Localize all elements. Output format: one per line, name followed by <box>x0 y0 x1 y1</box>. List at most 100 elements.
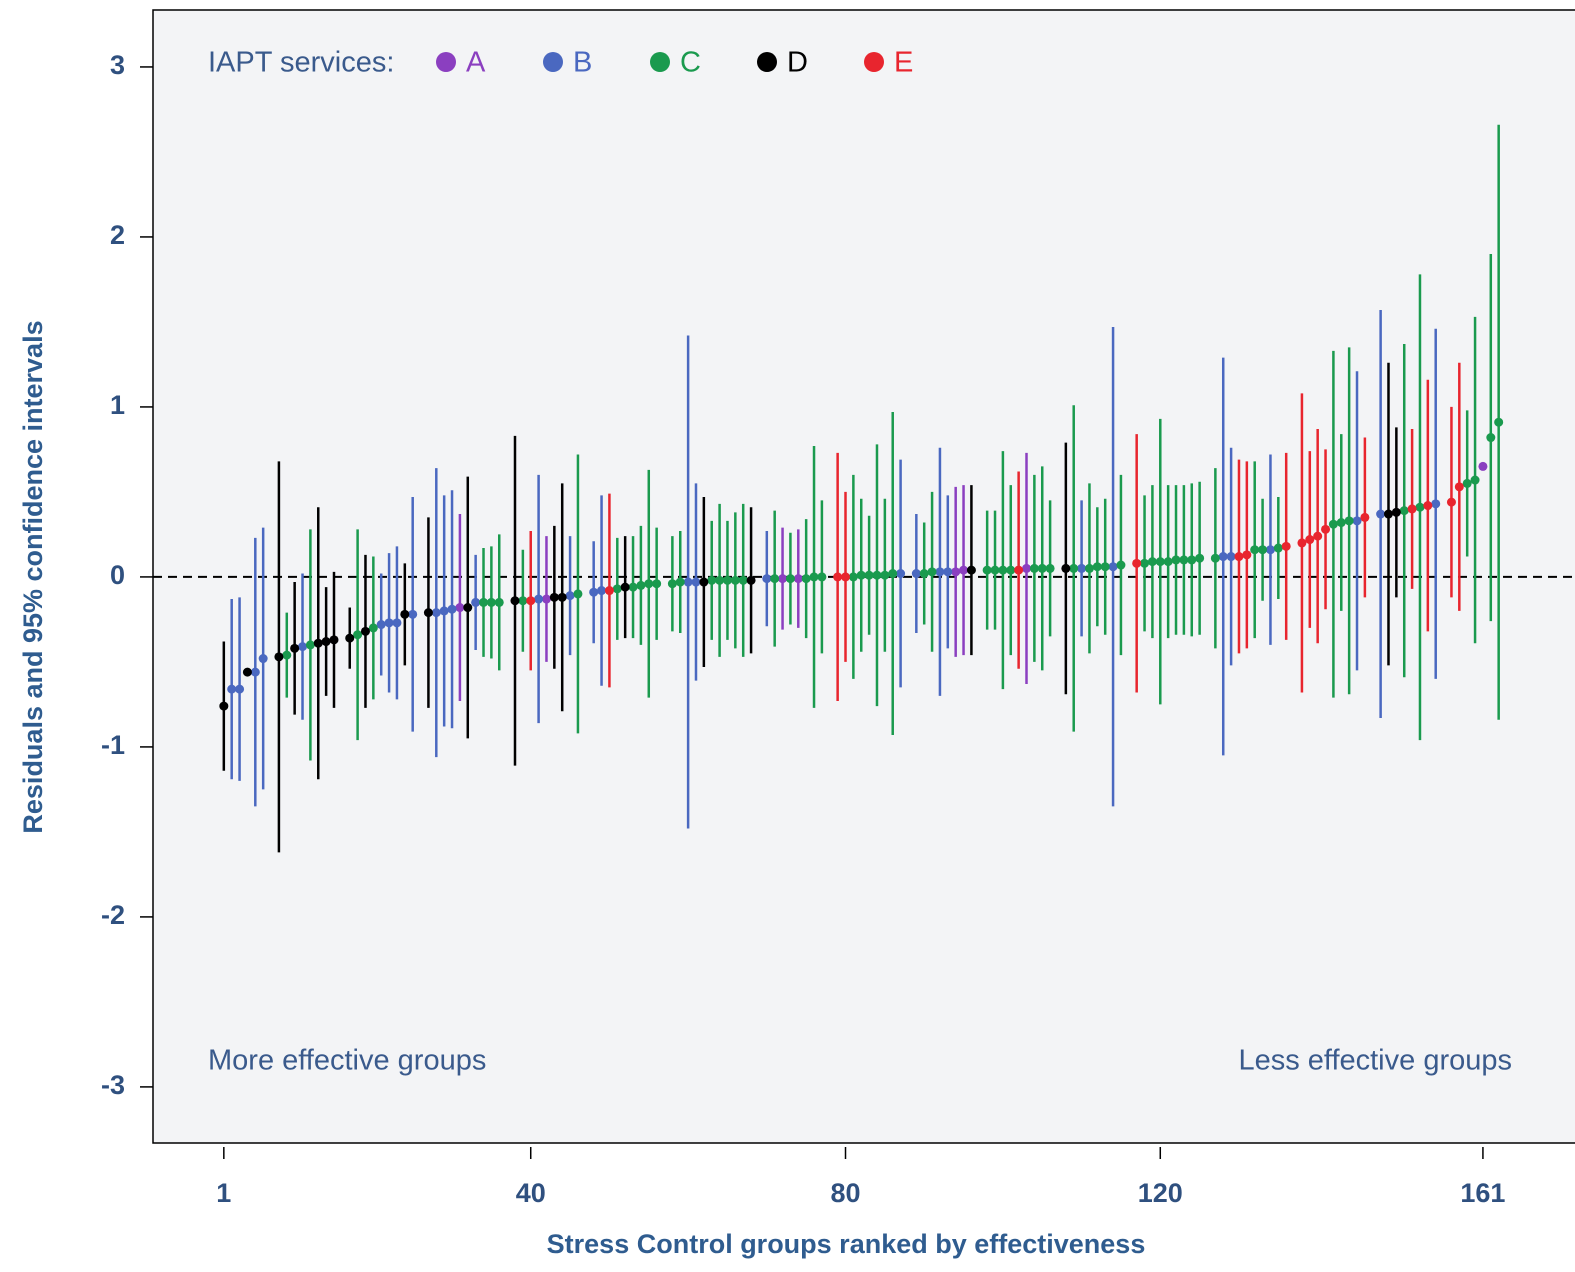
point <box>793 574 803 584</box>
legend-label: C <box>680 47 701 79</box>
point <box>809 572 819 582</box>
legend-marker <box>757 52 777 72</box>
point <box>1454 482 1464 492</box>
point <box>675 577 685 587</box>
point <box>880 570 890 580</box>
point <box>864 570 874 580</box>
point <box>400 609 410 619</box>
point <box>1061 563 1071 573</box>
point <box>1140 558 1150 568</box>
point <box>943 567 953 577</box>
point <box>494 597 504 607</box>
point <box>447 604 457 614</box>
point <box>439 606 449 616</box>
point <box>526 596 536 606</box>
point <box>1462 478 1472 488</box>
y-tick-label: 0 <box>110 560 125 590</box>
x-tick-label: 120 <box>1138 1178 1183 1208</box>
legend-marker <box>436 52 456 72</box>
point <box>801 574 811 584</box>
legend-marker <box>864 52 884 72</box>
point <box>1014 565 1024 575</box>
point <box>1022 563 1032 573</box>
point <box>1116 560 1126 570</box>
point <box>353 630 363 640</box>
point <box>715 575 725 585</box>
point <box>1360 512 1370 522</box>
point <box>227 684 237 694</box>
point <box>1265 545 1275 555</box>
point <box>966 565 976 575</box>
point <box>384 618 394 628</box>
point <box>604 586 614 596</box>
point <box>1155 557 1165 567</box>
legend-marker <box>650 52 670 72</box>
point <box>329 635 339 645</box>
point <box>486 597 496 607</box>
point <box>1132 558 1142 568</box>
point <box>770 574 780 584</box>
point <box>841 572 851 582</box>
point <box>1147 557 1157 567</box>
point <box>408 609 418 619</box>
x-tick-label: 161 <box>1460 1178 1505 1208</box>
x-tick-label: 1 <box>216 1178 231 1208</box>
point <box>833 572 843 582</box>
point <box>1037 563 1047 573</box>
point <box>1092 562 1102 572</box>
point <box>290 643 300 653</box>
point <box>1415 502 1425 512</box>
point <box>565 591 575 601</box>
legend-title: IAPT services: <box>208 47 394 79</box>
point <box>376 620 386 630</box>
point <box>1273 543 1283 553</box>
y-tick-label: -3 <box>101 1070 125 1100</box>
point <box>1446 497 1456 507</box>
point <box>235 684 245 694</box>
point <box>597 586 607 596</box>
point <box>667 579 677 589</box>
point <box>817 572 827 582</box>
point <box>423 608 433 618</box>
point <box>1187 555 1197 565</box>
point <box>557 592 567 602</box>
annotation: Less effective groups <box>1238 1045 1512 1077</box>
point <box>1171 555 1181 565</box>
point <box>549 592 559 602</box>
legend-label: A <box>466 47 486 79</box>
point <box>1383 509 1393 519</box>
point <box>896 569 906 579</box>
point <box>951 567 961 577</box>
point <box>628 582 638 592</box>
annotation: More effective groups <box>208 1045 486 1077</box>
point <box>1084 563 1094 573</box>
point <box>1077 563 1087 573</box>
point <box>722 575 732 585</box>
point <box>911 569 921 579</box>
point <box>848 572 858 582</box>
point <box>1423 501 1433 511</box>
point <box>636 580 646 590</box>
point <box>589 587 599 597</box>
point <box>1218 552 1228 562</box>
y-tick-label: 3 <box>110 50 125 80</box>
point <box>707 575 717 585</box>
point <box>1250 545 1260 555</box>
point <box>1407 504 1417 514</box>
point <box>455 603 465 613</box>
point <box>282 650 292 660</box>
point <box>1297 538 1307 548</box>
point <box>699 577 709 587</box>
point <box>1179 555 1189 565</box>
x-tick-label: 40 <box>516 1178 546 1208</box>
point <box>1108 562 1118 572</box>
point <box>888 569 898 579</box>
point <box>959 565 969 575</box>
point <box>305 640 315 650</box>
point <box>927 567 937 577</box>
point <box>541 594 551 604</box>
point <box>250 667 260 677</box>
point <box>1226 552 1236 562</box>
x-axis-label: Stress Control groups ranked by effectiv… <box>547 1229 1146 1259</box>
point <box>919 569 929 579</box>
